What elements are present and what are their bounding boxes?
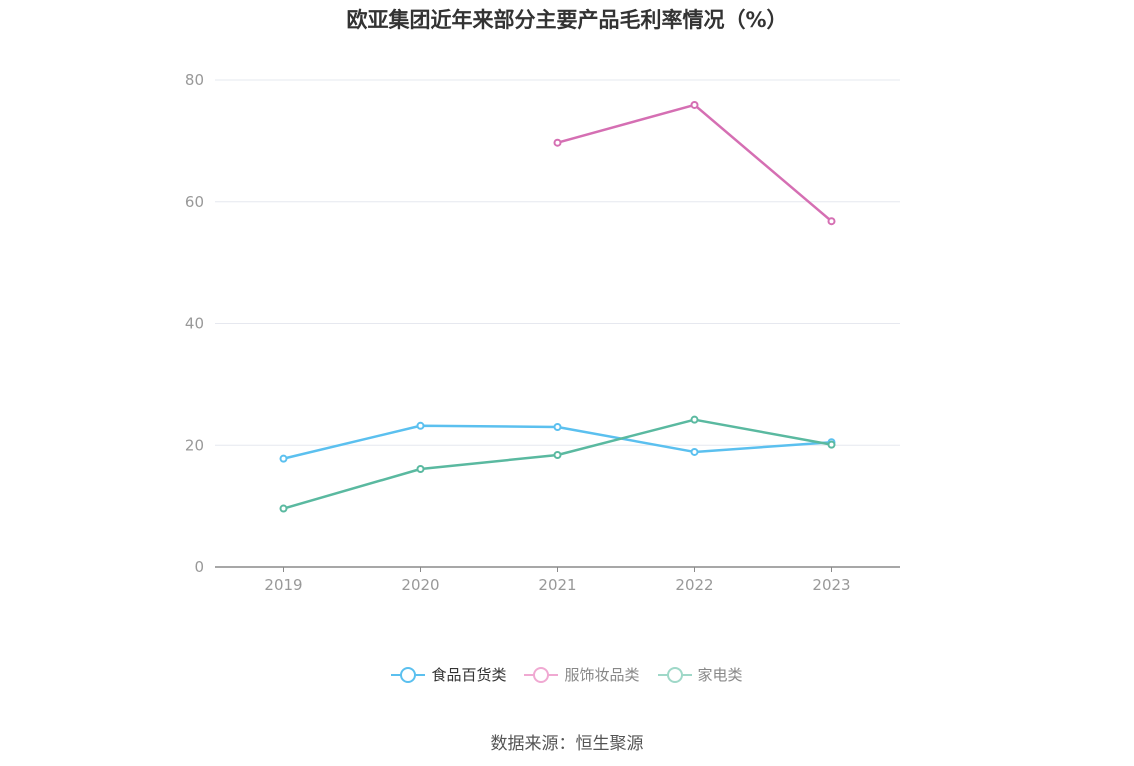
line-chart: 0 20 40 60 80 2019 2020 2021 2022 2023 bbox=[185, 71, 900, 594]
x-tick-label: 2019 bbox=[264, 576, 302, 594]
data-point bbox=[827, 217, 836, 226]
data-point bbox=[690, 415, 699, 424]
source-note: 数据来源：恒生聚源 bbox=[490, 734, 644, 754]
data-point bbox=[279, 454, 288, 463]
data-point bbox=[553, 138, 562, 147]
legend-swatch-apparel bbox=[524, 665, 559, 685]
axes bbox=[215, 566, 900, 572]
series-lines bbox=[279, 100, 836, 513]
legend-item-appliance[interactable]: 家电类 bbox=[657, 664, 743, 685]
y-tick-label: 80 bbox=[185, 71, 204, 89]
y-tick-label: 60 bbox=[185, 193, 204, 211]
y-tick-label: 40 bbox=[185, 315, 204, 333]
data-point bbox=[690, 447, 699, 456]
legend-swatch-appliance bbox=[657, 665, 692, 685]
x-tick-label: 2020 bbox=[401, 576, 439, 594]
y-tick-label: 20 bbox=[185, 436, 204, 454]
x-tick-label: 2022 bbox=[675, 576, 713, 594]
legend-label-apparel: 服饰妆品类 bbox=[564, 666, 640, 684]
legend: 食品百货类 服饰妆品类 家电类 bbox=[0, 664, 1134, 685]
x-tick-label: 2023 bbox=[812, 576, 850, 594]
chart-title: 欧亚集团近年来部分主要产品毛利率情况（%） bbox=[346, 8, 788, 32]
series-line-1 bbox=[557, 103, 833, 223]
legend-label-appliance: 家电类 bbox=[697, 666, 743, 684]
grid-lines bbox=[215, 79, 900, 446]
data-point bbox=[553, 450, 562, 459]
data-point bbox=[416, 464, 425, 473]
legend-label-food: 食品百货类 bbox=[431, 666, 507, 684]
data-point bbox=[827, 440, 836, 449]
legend-item-food[interactable]: 食品百货类 bbox=[391, 664, 506, 685]
x-tick-label: 2021 bbox=[538, 576, 576, 594]
data-point bbox=[416, 421, 425, 430]
y-tick-label: 0 bbox=[194, 558, 204, 576]
tick-labels: 0 20 40 60 80 2019 2020 2021 2022 2023 bbox=[185, 71, 851, 594]
data-point bbox=[690, 100, 699, 109]
series-line-2 bbox=[283, 418, 832, 510]
legend-swatch-food bbox=[391, 665, 426, 685]
legend-item-apparel[interactable]: 服饰妆品类 bbox=[524, 664, 640, 685]
data-point bbox=[279, 504, 288, 513]
data-point bbox=[553, 422, 562, 431]
